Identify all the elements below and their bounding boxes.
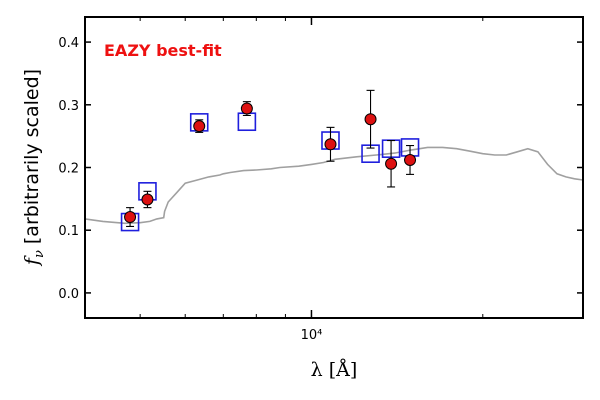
observed-flux-point [364, 113, 377, 126]
y-tick-label: 0.3 [58, 99, 79, 114]
observed-flux-point [404, 153, 417, 166]
x-axis-label: λ [Å] [311, 359, 358, 381]
spectrum-layer [85, 146, 583, 225]
y-axis-subscript: ν [32, 250, 47, 258]
y-axis-symbol: f [21, 255, 43, 267]
observed-flux-point [240, 102, 253, 115]
observed-flux-point [385, 157, 398, 170]
marker-layer [120, 89, 420, 232]
y-axis-label: fν [arbitrarily scaled] [21, 69, 47, 267]
tick-label-layer: 0.0 0.1 0.2 0.3 0.4 10⁴ [58, 36, 322, 343]
x-tick-label: 10⁴ [301, 328, 323, 343]
y-axis-text: [arbitrarily scaled] [21, 69, 43, 250]
observed-flux-point [124, 211, 137, 224]
observed-flux-point [324, 138, 337, 151]
annotation-label: EAZY best-fit [104, 41, 222, 60]
y-tick-label: 0.4 [58, 36, 79, 51]
plot-frame [84, 16, 584, 319]
model-spectrum-line [85, 146, 583, 225]
observed-flux-point [193, 120, 206, 133]
y-tick-label: 0.2 [58, 162, 79, 177]
y-tick-label: 0.0 [58, 287, 79, 302]
observed-flux-point [141, 193, 154, 206]
y-tick-label: 0.1 [58, 224, 79, 239]
